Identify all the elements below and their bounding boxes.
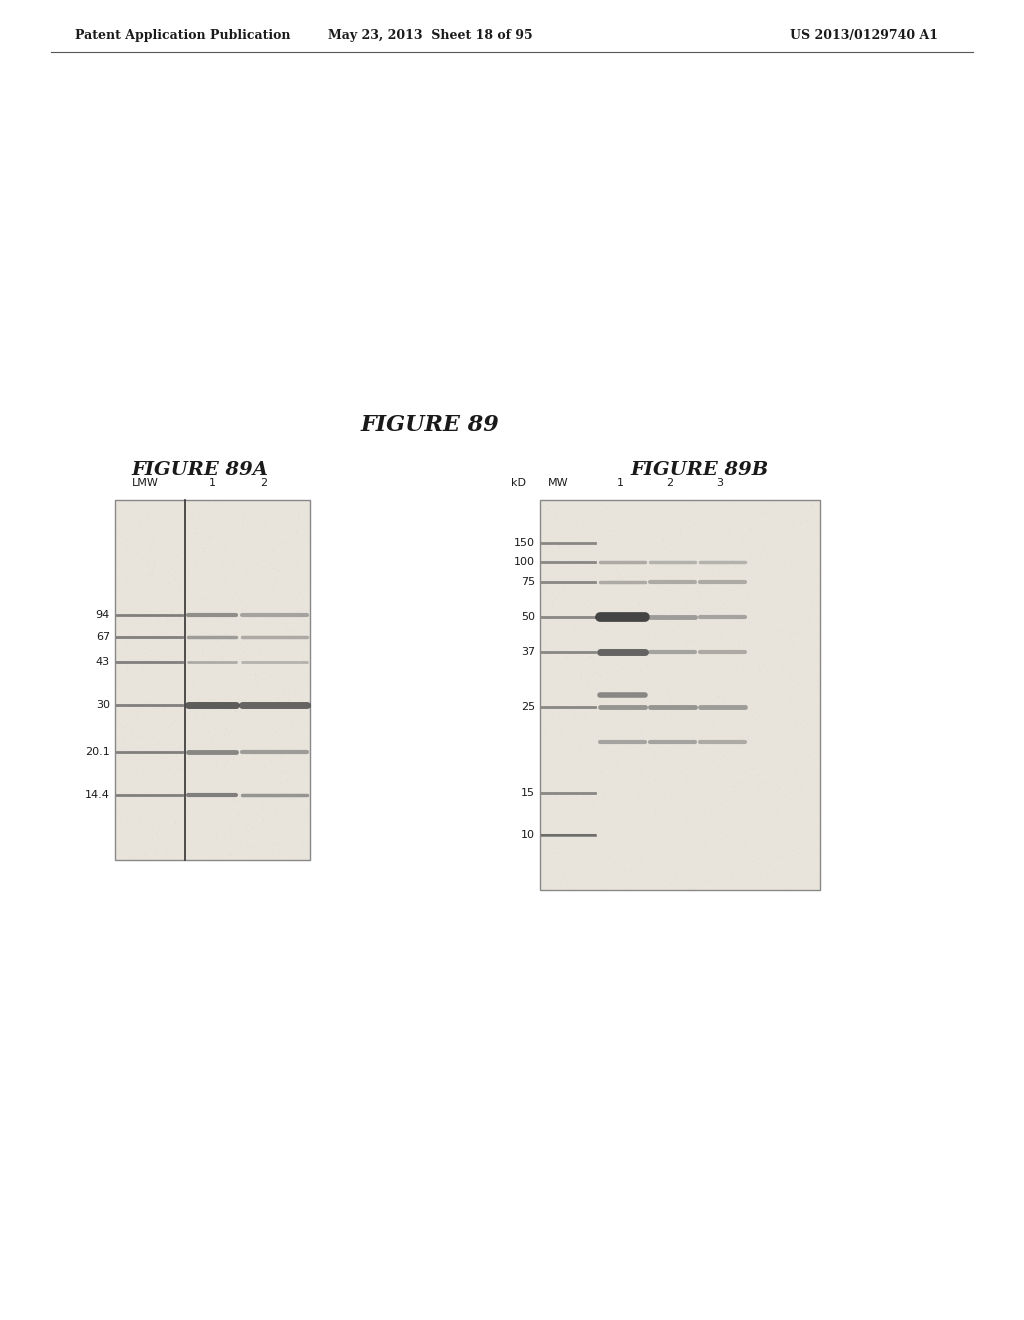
Text: 75: 75: [521, 577, 535, 587]
Text: 2: 2: [260, 478, 267, 488]
Text: 1: 1: [616, 478, 624, 488]
Text: FIGURE 89B: FIGURE 89B: [631, 461, 769, 479]
Text: 37: 37: [521, 647, 535, 657]
Text: Patent Application Publication: Patent Application Publication: [75, 29, 291, 41]
Text: 2: 2: [667, 478, 674, 488]
Text: 150: 150: [514, 539, 535, 548]
Text: 100: 100: [514, 557, 535, 568]
Text: kD: kD: [511, 478, 525, 488]
Text: 94: 94: [96, 610, 110, 620]
Text: FIGURE 89A: FIGURE 89A: [131, 461, 268, 479]
FancyBboxPatch shape: [115, 500, 310, 861]
Text: 50: 50: [521, 612, 535, 622]
Text: 15: 15: [521, 788, 535, 797]
Text: May 23, 2013  Sheet 18 of 95: May 23, 2013 Sheet 18 of 95: [328, 29, 532, 41]
Text: MW: MW: [548, 478, 568, 488]
Text: 20.1: 20.1: [85, 747, 110, 756]
Text: 1: 1: [209, 478, 215, 488]
Text: 3: 3: [717, 478, 724, 488]
Text: US 2013/0129740 A1: US 2013/0129740 A1: [790, 29, 938, 41]
Text: FIGURE 89: FIGURE 89: [360, 414, 500, 436]
Text: LMW: LMW: [131, 478, 159, 488]
Text: 14.4: 14.4: [85, 791, 110, 800]
Text: 30: 30: [96, 700, 110, 710]
Text: 67: 67: [96, 632, 110, 642]
Text: 10: 10: [521, 830, 535, 841]
Text: 43: 43: [96, 657, 110, 667]
Text: 25: 25: [521, 702, 535, 711]
FancyBboxPatch shape: [540, 500, 820, 890]
